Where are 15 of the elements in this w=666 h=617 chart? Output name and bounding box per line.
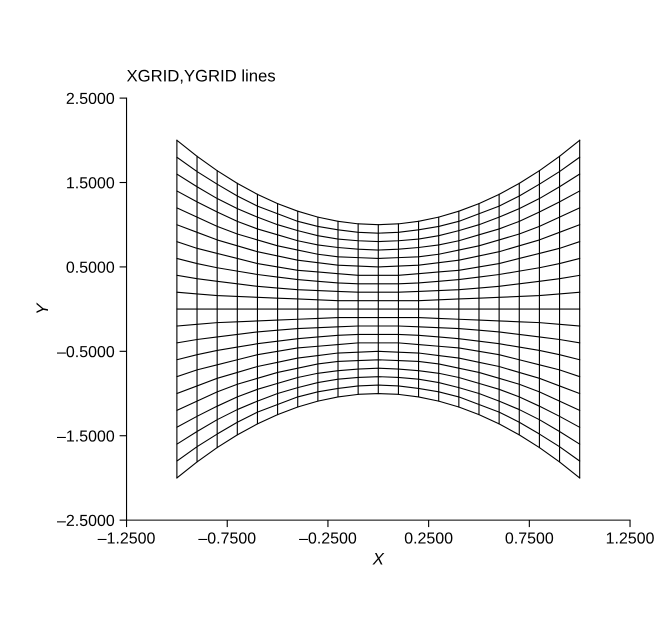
x-tick-label: 1.2500 bbox=[606, 532, 654, 544]
y-tick-label: –0.5000 bbox=[57, 346, 114, 358]
y-tick-label: –1.5000 bbox=[57, 430, 114, 442]
chart-title: XGRID,YGRID lines bbox=[126, 69, 276, 84]
x-tick-label: 0.7500 bbox=[506, 532, 554, 544]
y-tick-label: 1.5000 bbox=[67, 177, 114, 188]
y-axis-title: Y bbox=[36, 302, 48, 313]
y-tick-label: 2.5000 bbox=[66, 92, 114, 104]
x-tick-label: –0.7500 bbox=[198, 532, 256, 544]
x-tick-label: 0.2500 bbox=[404, 532, 452, 544]
y-tick-label: 0.5000 bbox=[66, 262, 114, 273]
y-tick-label: –2.5000 bbox=[57, 514, 114, 526]
x-tick-label: –0.2500 bbox=[299, 532, 356, 544]
x-tick-label: –1.2500 bbox=[98, 532, 155, 544]
x-axis-title: X bbox=[372, 552, 384, 564]
